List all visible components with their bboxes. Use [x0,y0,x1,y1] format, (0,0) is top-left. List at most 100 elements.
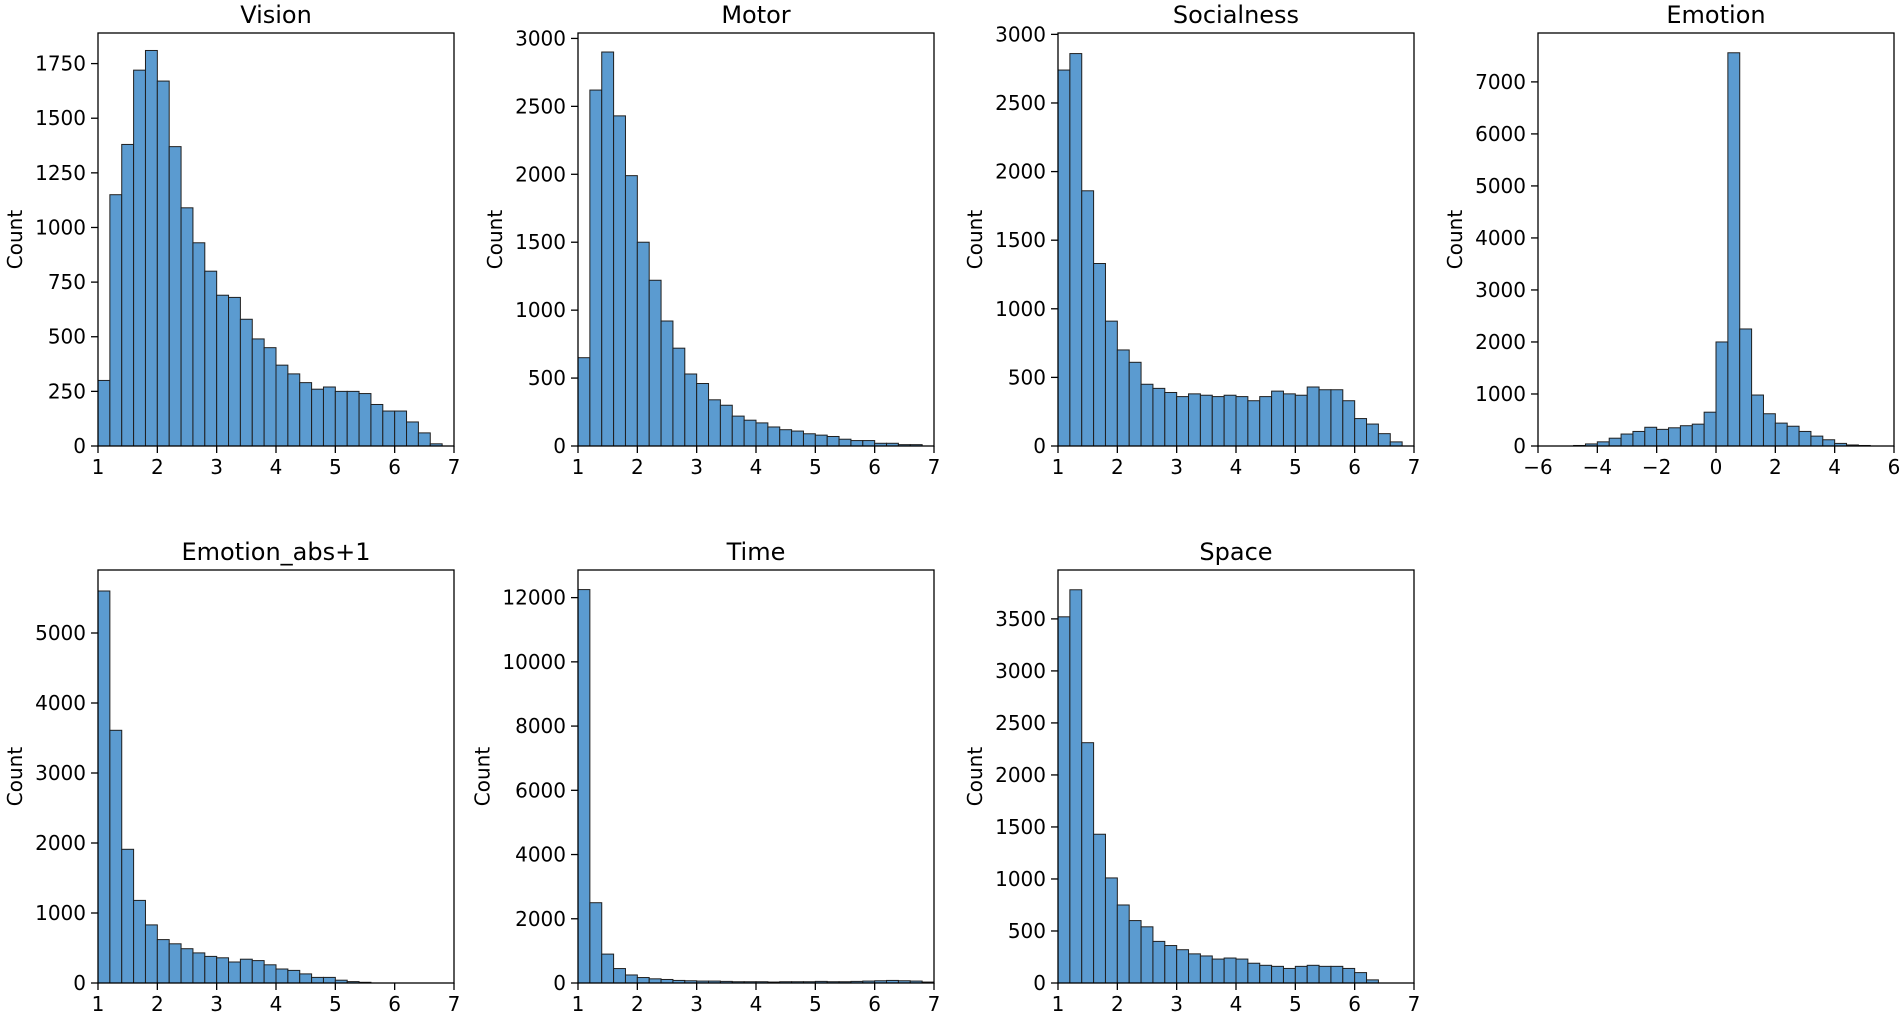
histogram-bar [204,955,218,984]
histogram-bar [109,194,123,447]
histogram-bar [1128,920,1142,984]
y-axis-label: Count [471,747,495,807]
histogram-bar [660,320,674,447]
histogram-bar [1727,52,1741,447]
x-tick-label: 4 [1828,455,1841,479]
histogram-bar [1294,394,1308,447]
histogram-bar [624,974,638,984]
x-tick-label: −2 [1642,455,1671,479]
histogram-bar [239,958,253,984]
x-tick-label: 6 [868,455,881,479]
histogram-bar [1176,949,1190,984]
panel-title: Socialness [1173,1,1299,29]
x-tick-label: 1 [1052,992,1065,1016]
x-tick-label: 2 [1769,455,1782,479]
panel-socialness: 1 2 3 4 5 6 7 0 500 1000 1500 2000 2500 3000 Count Soci… [963,1,1420,479]
histogram-bar [322,976,336,984]
y-tick-label: 3500 [995,607,1046,631]
x-tick-label: 3 [210,992,223,1016]
histogram-bar [1247,962,1261,984]
x-tick-label: 5 [329,992,342,1016]
y-tick-label: 1000 [995,297,1046,321]
histogram-bar [648,279,662,447]
histogram-bar [1188,953,1201,984]
histogram-bar [1081,190,1095,447]
y-tick-label: 500 [1008,919,1046,943]
x-tick-label: 4 [1230,992,1243,1016]
y-tick-label: 10000 [502,650,566,674]
histogram-bar [1644,426,1658,447]
x-tick-label: 2 [1111,992,1124,1016]
histogram-bar [672,347,686,447]
y-tick-label: 750 [48,270,86,294]
histogram-bar [334,390,348,447]
x-tick-label: 4 [270,992,283,1016]
x-tick-label: 2 [1111,455,1124,479]
histogram-bar [1715,341,1729,447]
histogram-bar [1116,904,1130,984]
y-tick-label: 3000 [995,22,1046,46]
histogram-bar [1271,965,1284,984]
histogram-bar [1069,53,1083,447]
histogram-bar [1318,389,1332,447]
histogram-bar [358,393,372,447]
histogram-bar [743,419,757,447]
y-tick-label: 500 [528,366,566,390]
histogram-bar [251,338,265,447]
y-tick-label: 2000 [995,160,1046,184]
y-tick-label: 3000 [995,659,1046,683]
histogram-bar [121,848,135,984]
histogram-bar [192,242,206,447]
histogram-bar [684,373,698,447]
histogram-bar [577,357,591,447]
histogram-bar [1152,940,1166,984]
x-tick-label: 6 [1348,455,1361,479]
x-tick-label: 2 [151,992,164,1016]
y-tick-label: 5000 [1475,174,1526,198]
histogram-bar [1081,742,1095,984]
histogram-bar [838,438,852,447]
histogram-bar [589,902,603,984]
histogram-bar [1057,616,1071,984]
x-tick-label: −6 [1523,455,1552,479]
y-tick-label: 2500 [995,711,1046,735]
histogram-bar [275,968,289,984]
histogram-bar [1211,396,1225,447]
histogram-bar [589,89,603,447]
histogram-bar [601,51,615,447]
histogram-bar [144,49,158,447]
y-tick-label: 250 [48,379,86,403]
histogram-bar [311,976,324,984]
y-tick-label: 1500 [515,230,566,254]
histogram-bar [1786,425,1800,447]
histogram-bar [1140,383,1154,447]
x-tick-label: 1 [1052,455,1065,479]
y-axis-label: Count [963,747,987,807]
histogram-bar [156,939,170,984]
y-tick-label: 4000 [35,691,86,715]
histogram-bar [1620,433,1634,447]
y-tick-label: 0 [73,971,86,995]
y-tick-label: 2000 [995,763,1046,787]
histogram-bar [1330,965,1344,984]
x-tick-label: 2 [631,992,644,1016]
histogram-bar [791,430,804,447]
x-tick-label: 3 [210,455,223,479]
y-tick-label: 2500 [515,94,566,118]
y-tick-label: 3000 [515,26,566,50]
histogram-bar [133,899,146,984]
histogram-bar [1306,964,1320,984]
histogram-bar [1703,411,1717,447]
y-tick-label: 6000 [1475,122,1526,146]
histogram-bar [1354,418,1368,447]
histogram-bar [180,948,194,984]
histogram-bar [370,403,384,447]
y-tick-label: 500 [1008,365,1046,389]
histogram-bar [168,146,182,447]
y-tick-label: 0 [553,434,566,458]
histogram-bar [263,964,277,984]
histogram-bar [1294,965,1308,984]
histogram-bar [1057,69,1071,447]
panel-time: 1 2 3 4 5 6 7 0 2000 4000 6000 8000 10000 12000 Count T… [471,538,941,1016]
histogram-bar [239,318,253,447]
